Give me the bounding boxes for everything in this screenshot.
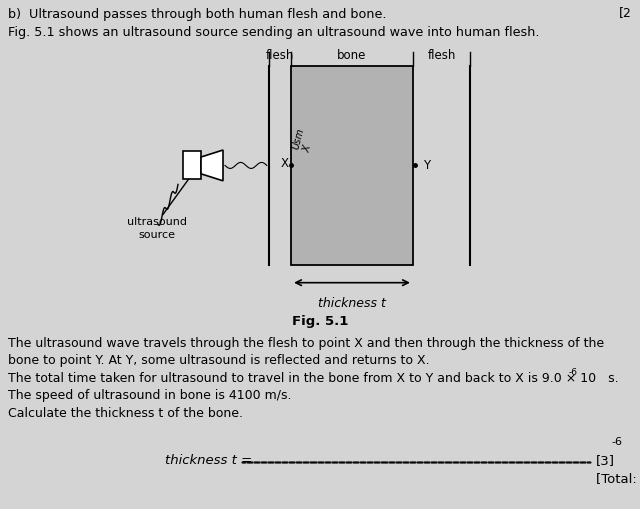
Text: X: X xyxy=(280,157,288,170)
Text: b)  Ultrasound passes through both human flesh and bone.: b) Ultrasound passes through both human … xyxy=(8,8,387,21)
Bar xyxy=(291,66,413,265)
Text: thickness t: thickness t xyxy=(318,297,386,309)
Text: Calculate the thickness t of the bone.: Calculate the thickness t of the bone. xyxy=(8,407,243,420)
Text: Fig. 5.1 shows an ultrasound source sending an ultrasound wave into human flesh.: Fig. 5.1 shows an ultrasound source send… xyxy=(8,26,540,39)
Text: The total time taken for ultrasound to travel in the bone from X to Y and back t: The total time taken for ultrasound to t… xyxy=(8,372,619,385)
Text: bone: bone xyxy=(337,49,367,62)
Text: flesh: flesh xyxy=(428,49,456,62)
Text: The ultrasound wave travels through the flesh to point X and then through the th: The ultrasound wave travels through the … xyxy=(8,336,604,350)
Text: [Total: 7]: [Total: 7] xyxy=(596,472,640,485)
Text: thickness t =: thickness t = xyxy=(165,454,257,467)
Text: -6: -6 xyxy=(611,437,622,447)
Text: Fig. 5.1: Fig. 5.1 xyxy=(292,315,348,328)
Text: [3]: [3] xyxy=(596,454,615,467)
Text: flesh: flesh xyxy=(266,49,294,62)
Text: [2: [2 xyxy=(619,6,632,19)
Text: The speed of ultrasound in bone is 4100 m/s.: The speed of ultrasound in bone is 4100 … xyxy=(8,389,291,402)
Text: Y: Y xyxy=(423,159,430,172)
Text: ultrasound
source: ultrasound source xyxy=(127,217,187,240)
Bar xyxy=(183,151,201,180)
Text: -6: -6 xyxy=(569,367,578,377)
Polygon shape xyxy=(201,150,223,181)
Text: bone to point Y. At Y, some ultrasound is reflected and returns to X.: bone to point Y. At Y, some ultrasound i… xyxy=(8,354,429,367)
Text: Usm
X: Usm X xyxy=(291,127,317,153)
